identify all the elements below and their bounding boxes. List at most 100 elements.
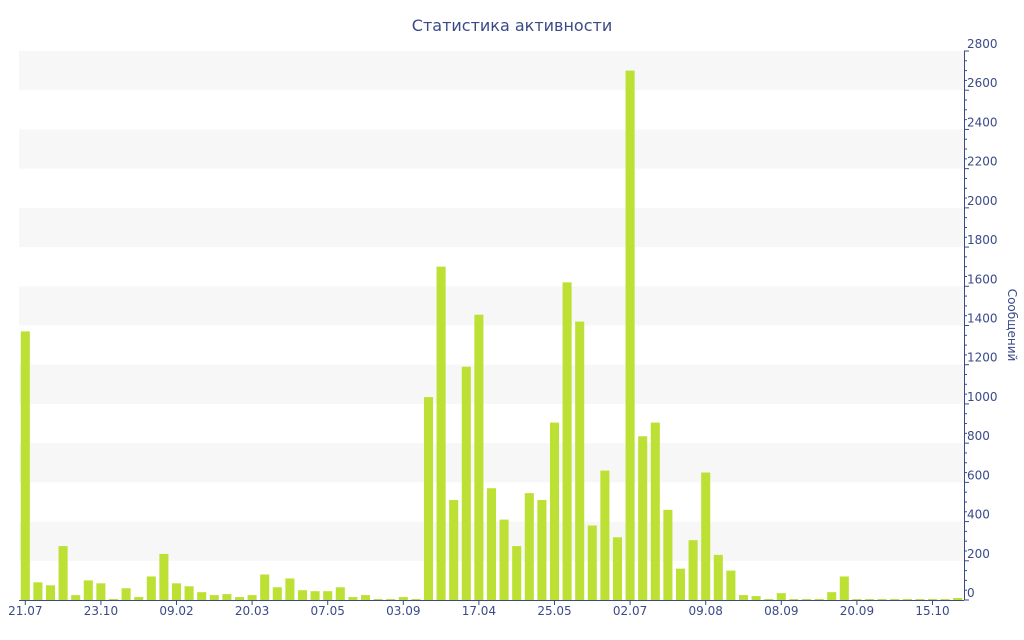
y-tick-label: 600 — [967, 468, 990, 482]
y-tick-label: 1600 — [967, 272, 998, 286]
x-tick-label: 20.09 — [840, 604, 874, 618]
x-tick-label: 20.03 — [235, 604, 269, 618]
bar — [260, 574, 270, 600]
bar — [58, 546, 68, 600]
bar — [449, 500, 459, 600]
bar — [386, 599, 396, 600]
grid-band — [19, 129, 964, 169]
x-tick-label: 02.07 — [613, 604, 647, 618]
bar — [285, 578, 295, 600]
bar — [398, 597, 408, 600]
grid-band — [19, 443, 964, 483]
grid-band — [19, 207, 964, 248]
bar — [461, 366, 471, 600]
bar — [121, 588, 131, 600]
grid-band — [19, 286, 964, 326]
y-axis: 0 200 400 600 800 1000 1200 1400 1600 1800 2000 220… — [964, 37, 998, 601]
bar — [335, 587, 345, 600]
y-tick-label: 200 — [967, 547, 990, 561]
bar — [33, 582, 43, 600]
x-tick-label: 08.09 — [764, 604, 798, 618]
x-tick-label: 17.04 — [462, 604, 496, 618]
x-tick-label: 03.09 — [386, 604, 420, 618]
y-tick-label: 2600 — [967, 76, 998, 90]
bar — [953, 598, 963, 600]
bar — [877, 599, 887, 600]
bar — [638, 436, 648, 600]
bar — [940, 599, 950, 600]
bar — [890, 599, 900, 600]
bar — [512, 546, 522, 600]
bar — [927, 599, 938, 600]
bar — [486, 488, 497, 600]
bar — [751, 596, 761, 600]
bar — [20, 331, 30, 600]
bar — [108, 599, 119, 600]
chart-title: Статистика активности — [412, 16, 612, 35]
bar — [209, 595, 219, 600]
bar — [146, 576, 156, 600]
bar — [789, 599, 799, 600]
bar — [45, 585, 56, 600]
y-tick-label: 1000 — [967, 390, 998, 404]
bar — [688, 540, 698, 600]
bar — [537, 500, 547, 600]
bar — [159, 553, 169, 600]
bar — [96, 583, 106, 600]
bar — [864, 599, 875, 600]
bar — [738, 595, 749, 600]
y-tick-label: 1200 — [967, 351, 998, 365]
bar — [524, 493, 534, 600]
bar — [360, 595, 371, 600]
y-tick-label: 1400 — [967, 312, 998, 326]
bar — [297, 590, 308, 600]
bar — [726, 570, 736, 600]
bar — [549, 422, 560, 600]
bar — [222, 594, 232, 600]
bar — [827, 592, 837, 600]
bar — [625, 70, 635, 601]
grid-band — [19, 51, 964, 91]
x-tick-label: 09.02 — [159, 604, 193, 618]
x-tick-label: 21.07 — [8, 604, 42, 618]
bar — [600, 470, 610, 600]
bar — [184, 586, 194, 600]
y-tick-label: 2200 — [967, 155, 998, 169]
bar — [411, 599, 421, 600]
bar — [587, 525, 597, 600]
bar — [499, 519, 509, 600]
y-tick-label: 2000 — [967, 194, 998, 208]
bar — [83, 580, 93, 600]
bar — [272, 587, 282, 600]
bar — [902, 599, 912, 600]
bar — [197, 592, 207, 600]
grid-band — [19, 364, 964, 404]
y-tick-label: 800 — [967, 429, 990, 443]
bar — [801, 599, 812, 600]
bar — [423, 397, 434, 600]
y-tick-label: 2800 — [967, 37, 998, 51]
y-tick-label: 2400 — [967, 115, 998, 129]
bar — [134, 597, 144, 600]
bar — [71, 595, 81, 600]
grid-bands — [19, 51, 964, 561]
bar — [474, 314, 484, 600]
bar — [776, 593, 786, 600]
bar — [701, 472, 711, 600]
bar — [650, 422, 660, 600]
bar — [348, 597, 358, 600]
bar — [764, 599, 774, 600]
y-tick-label: 400 — [967, 508, 990, 522]
y-tick-label: 1800 — [967, 233, 998, 247]
bar — [171, 583, 182, 600]
bar — [562, 282, 572, 600]
bar — [915, 599, 925, 600]
x-axis: 21.07 23.10 09.02 20.03 07.05 03.09 17.04 25.05… — [8, 600, 964, 618]
y-tick-label: 0 — [967, 586, 975, 600]
bar — [310, 591, 320, 600]
x-tick-label: 23.10 — [84, 604, 118, 618]
x-tick-label: 07.05 — [311, 604, 345, 618]
x-tick-label: 25.05 — [537, 604, 571, 618]
